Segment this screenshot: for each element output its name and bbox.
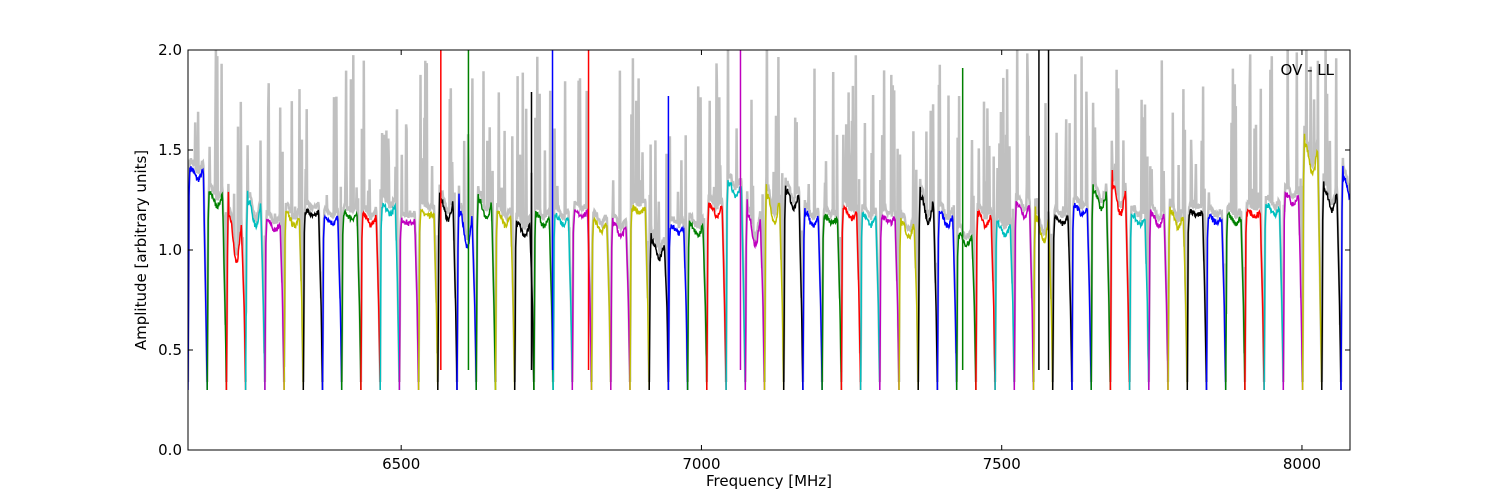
band-trace xyxy=(360,210,381,391)
band-trace xyxy=(994,218,1016,391)
background-trace xyxy=(1243,54,1266,383)
band-trace xyxy=(648,233,670,391)
band-trace xyxy=(1340,165,1350,391)
band-trace xyxy=(417,208,439,391)
band-trace xyxy=(898,217,919,391)
band-trace xyxy=(1032,206,1054,391)
band-trace xyxy=(763,184,785,391)
band-trace xyxy=(475,194,497,391)
band-trace xyxy=(206,191,228,391)
band-trace xyxy=(552,212,574,391)
band-trace xyxy=(840,204,862,391)
band-trace xyxy=(1128,213,1150,391)
band-trace xyxy=(340,208,362,391)
band-trace xyxy=(1205,213,1227,391)
band-trace xyxy=(264,218,285,391)
band-trace xyxy=(782,185,804,391)
band-series xyxy=(188,50,1350,391)
band-trace xyxy=(456,193,477,391)
x-tick-label: 7000 xyxy=(682,455,720,473)
background-trace xyxy=(1339,157,1350,383)
band-trace xyxy=(1244,208,1265,391)
band-trace xyxy=(1090,184,1112,391)
band-trace xyxy=(1263,202,1285,391)
band-trace xyxy=(879,214,900,391)
band-trace xyxy=(1167,206,1189,391)
x-axis: 6500 7000 7500 8000 xyxy=(382,50,1321,473)
band-trace xyxy=(494,209,516,391)
band-trace xyxy=(917,186,939,391)
band-trace xyxy=(975,208,996,391)
band-trace xyxy=(188,166,208,391)
band-trace xyxy=(744,199,766,391)
band-trace xyxy=(629,204,650,391)
y-axis-label: Amplitude [arbitrary units] xyxy=(132,150,150,350)
y-tick-label: 0.0 xyxy=(158,441,182,459)
band-trace xyxy=(821,213,843,391)
y-tick-label: 2.0 xyxy=(158,41,182,59)
background-trace xyxy=(532,56,555,383)
band-trace xyxy=(379,202,401,391)
y-tick-label: 0.5 xyxy=(158,341,182,359)
band-trace xyxy=(590,216,612,391)
band-trace xyxy=(321,214,343,391)
x-tick-label: 7500 xyxy=(983,455,1021,473)
band-trace xyxy=(398,217,420,391)
band-trace xyxy=(1186,208,1208,391)
plot-annotation: OV - LL xyxy=(1281,61,1335,79)
x-axis-label: Frequency [MHz] xyxy=(706,472,832,490)
band-trace xyxy=(225,191,247,391)
band-trace xyxy=(610,217,631,391)
band-trace xyxy=(1109,169,1131,391)
band-trace xyxy=(244,190,266,391)
band-trace xyxy=(1224,211,1246,391)
band-trace xyxy=(283,210,305,391)
band-trace xyxy=(1071,202,1092,391)
background-trace xyxy=(474,71,497,383)
band-trace xyxy=(802,208,823,391)
x-tick-label: 8000 xyxy=(1283,455,1321,473)
background-trace xyxy=(1186,86,1208,383)
band-trace xyxy=(1321,181,1342,391)
band-trace xyxy=(936,210,958,391)
band-trace xyxy=(859,210,881,391)
band-trace xyxy=(1282,191,1304,391)
band-trace xyxy=(513,220,535,391)
band-trace xyxy=(955,231,977,391)
band-trace xyxy=(1051,213,1073,391)
y-tick-label: 1.0 xyxy=(158,241,182,259)
band-trace xyxy=(667,224,689,391)
band-trace xyxy=(1301,133,1323,391)
band-trace xyxy=(1013,201,1035,391)
band-trace xyxy=(1148,209,1169,391)
band-trace xyxy=(302,207,324,391)
band-trace xyxy=(686,220,708,391)
y-axis: 0.0 0.5 1.0 1.5 2.0 xyxy=(158,41,1350,459)
band-trace xyxy=(533,210,554,391)
band-trace xyxy=(725,180,747,391)
band-trace xyxy=(706,202,727,391)
x-tick-label: 6500 xyxy=(382,455,420,473)
y-tick-label: 1.5 xyxy=(158,141,182,159)
